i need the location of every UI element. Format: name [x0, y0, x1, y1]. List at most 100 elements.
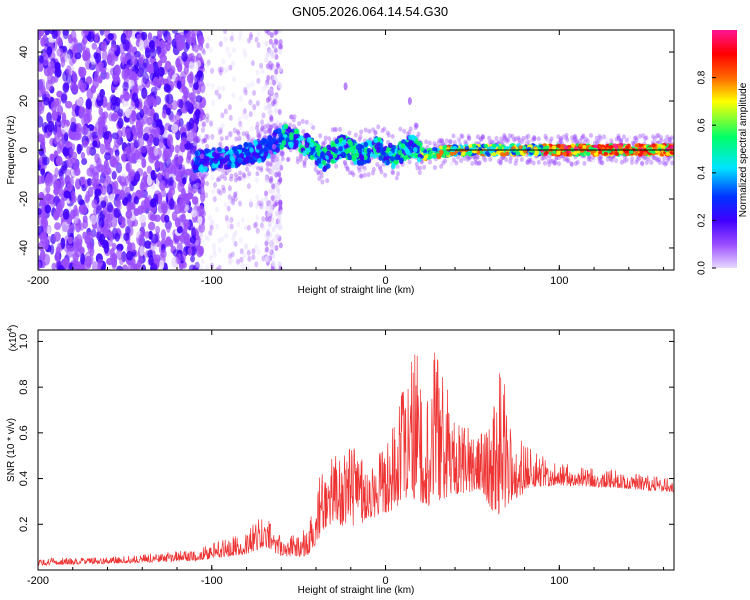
spectrogram-cell [289, 141, 294, 148]
spectrogram-cell [181, 177, 187, 185]
spectrogram-cell [259, 167, 264, 173]
spectrogram-cell [94, 188, 102, 197]
spectrogram-cell [616, 135, 621, 141]
spectrogram-cell [251, 254, 256, 261]
spectrogram-cell [212, 181, 217, 188]
spectrogram-cell [271, 123, 276, 129]
spectrogram-cell [274, 30, 279, 35]
spectrogram-cell [528, 159, 533, 165]
spectrogram-cell [263, 255, 268, 262]
spectrogram-cell [224, 135, 229, 141]
spectrogram-cell [148, 255, 154, 266]
spectrogram-cell [524, 139, 529, 145]
spectrogram-cell [64, 53, 71, 63]
spectrogram-cell [248, 111, 253, 118]
spectrogram-cell [81, 82, 87, 90]
spectrogram-cell [622, 158, 627, 164]
spectrogram-cell [229, 216, 234, 223]
spectrogram-cell [488, 139, 493, 145]
spectrogram-cell [498, 159, 503, 165]
spectrogram-cell [256, 249, 261, 256]
spectrogram-cell [524, 135, 529, 141]
spectrogram-cell [542, 160, 547, 166]
spectrogram-cell [208, 229, 213, 236]
spectrogram-cell [247, 171, 252, 177]
spectrogram-cell [270, 216, 275, 223]
snr-y-label: SNR (10 * v/v) [6, 418, 17, 482]
spectrogram-cell [160, 200, 168, 212]
spectrogram-cell [229, 155, 235, 161]
spectrogram-cell [208, 46, 213, 53]
snr-x-label: Height of straight line (km) [298, 585, 415, 596]
spectrogram-cell [278, 65, 283, 72]
spectrogram-cell [194, 172, 199, 179]
spectrogram-cell [66, 158, 74, 168]
spectrogram-cell [638, 133, 643, 139]
spectrogram-cell [209, 225, 214, 232]
spectrogram-cell [108, 112, 114, 122]
spectrogram-cell [73, 168, 81, 176]
spectrogram-cell [248, 31, 253, 38]
spectrogram-cell [40, 168, 46, 176]
spectrogram-cell [57, 138, 65, 150]
spectrogram-cell [544, 145, 550, 150]
spectrogram-cell [85, 76, 93, 85]
spectrogram-cell [217, 237, 222, 244]
spectrogram-cell [196, 172, 201, 178]
spectrogram-cell [206, 236, 211, 243]
spectrogram-cell [605, 156, 610, 162]
spectrogram-cell [610, 157, 615, 163]
spectrogram-cell [221, 58, 226, 65]
spectrogram-cell [276, 186, 281, 193]
spectrogram-cell [164, 214, 170, 223]
spectrogram-cell [111, 171, 117, 180]
spectrogram-cell [291, 117, 296, 123]
spectrogram-cell [138, 254, 144, 265]
spectrogram-cell [268, 88, 273, 95]
spectrogram-cell [518, 145, 523, 150]
spectrogram-cell [241, 88, 246, 95]
spectrogram-cell [195, 95, 203, 103]
spectrogram-cell [569, 161, 574, 167]
spectrogram-cell [189, 236, 197, 244]
spectrogram-cell [256, 41, 261, 48]
spectrogram-cell [254, 221, 259, 228]
spectrogram-cell [113, 137, 121, 148]
spectrogram-cell [343, 163, 348, 169]
spectrogram-cell [239, 152, 245, 159]
spectrogram-cell [238, 121, 243, 128]
spectrogram-cell [634, 137, 639, 143]
spectrogram-cell [100, 200, 107, 208]
spectrogram-cell [363, 127, 368, 133]
spectrogram-cell [42, 34, 48, 45]
spectrogram-cell [506, 137, 511, 143]
spectrogram-cell [191, 227, 197, 240]
spectrogram-cell [69, 224, 76, 234]
spectrogram-cell [92, 261, 98, 270]
spectrogram-cell [268, 188, 273, 195]
spectrogram-cell [75, 123, 82, 132]
spectrogram-cell [159, 259, 165, 270]
spectrogram-cell [197, 51, 202, 58]
spectrogram-cell [325, 178, 330, 184]
spectrogram-cell [91, 42, 98, 50]
spectrogram-cell [277, 223, 282, 230]
spectrogram-cell [228, 131, 233, 138]
spectrogram-cell [670, 160, 674, 166]
spectrogram-cell [149, 125, 157, 134]
spectrogram-cell [202, 115, 207, 122]
spectrogram-cell [619, 137, 624, 143]
spectrogram-cell [280, 150, 285, 156]
spectrogram-cell [536, 136, 541, 142]
spectrogram-cell [214, 206, 219, 213]
spectrogram-cell [261, 85, 266, 92]
spectrogram-cell [480, 134, 485, 140]
spectrogram-cell [378, 166, 383, 172]
spectrogram-cell [150, 86, 158, 96]
spectrogram-cell [378, 164, 383, 170]
spectrogram-cell [195, 60, 201, 68]
spectrogram-cell [139, 214, 147, 224]
spectrogram-cell [227, 194, 232, 201]
spectrogram-cell [181, 213, 186, 224]
spectrogram-cell [88, 146, 97, 156]
